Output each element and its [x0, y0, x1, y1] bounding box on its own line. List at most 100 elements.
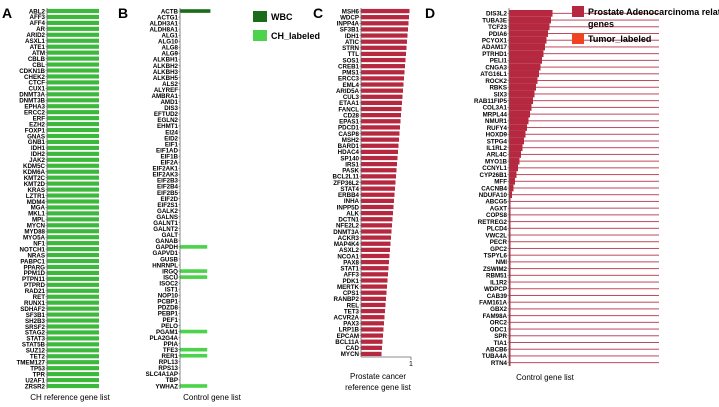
bar-jak2	[47, 157, 99, 162]
panel-d-tick-label: ZSWIM2	[483, 266, 508, 273]
bar-pabpc1	[47, 258, 99, 264]
panel-c-tick-label: STAT4	[340, 186, 359, 193]
panel-b-tick-label: GAPVD1	[153, 250, 179, 257]
bar-ndufa10	[509, 194, 659, 196]
bar-ate1	[47, 44, 99, 49]
bar-iscu	[180, 275, 208, 279]
panel-d-tick-label: VWC2L	[485, 232, 507, 239]
panel-b-tick-label: PDZD8	[158, 305, 179, 312]
bar-ptprd	[47, 282, 99, 287]
panel-a-tick-label: PPARG	[23, 264, 45, 271]
panel-a-tick-label: IDH1	[31, 145, 46, 152]
panel-d-legend: Prostate Adenocarcinoma related genes Tu…	[572, 6, 719, 44]
panel-d-tick-label: AGXT	[490, 205, 507, 212]
panel-a-tick-label: TPR	[33, 371, 46, 378]
panel-b-tick-label: EIF2AK3	[153, 172, 179, 179]
panel-a-letter: A	[2, 5, 12, 21]
panel-a-tick-label: ERF	[33, 115, 46, 122]
panel-d-tick-label: ABCB6	[486, 347, 508, 354]
panel-b-tick-label: GALNT2	[153, 226, 178, 233]
bar-ttl	[361, 51, 406, 57]
panel-b-tick-label: DIS3	[164, 105, 178, 112]
panel-d-tick-label: RAB11FIP5	[474, 98, 508, 105]
panel-c-tick-label: ARID5A	[336, 88, 360, 95]
panel-b-tick-label: NOP10	[158, 293, 179, 300]
panel-a-tick-label: AFF3	[30, 14, 46, 21]
panel-b-tick-label: ALG10	[158, 39, 179, 46]
bar-fill-fam98a	[509, 312, 511, 319]
panel-a-tick-label: RAD21	[25, 288, 46, 295]
bar-pparg	[47, 264, 99, 270]
bar-pax8	[361, 259, 389, 265]
legend-label-tumor-labeled: Tumor_labeled	[588, 34, 651, 44]
bar-ptpn11	[47, 276, 99, 281]
bar-irgq	[180, 269, 208, 273]
panel-a-tick-label: ATM	[32, 50, 45, 57]
bar-fill-stpg4	[509, 137, 524, 145]
bar-fill-nmur1	[509, 117, 529, 125]
bar-mpl	[47, 217, 99, 222]
panel-b-letter: B	[118, 5, 128, 21]
panel-b-tick-label: AMD1	[160, 99, 178, 106]
panel-b-tick-label: ISCU	[163, 274, 178, 281]
panel-a-tick-label: NRAS	[27, 252, 45, 259]
bar-fill-peli1	[509, 57, 542, 64]
bar-stat4	[361, 186, 395, 191]
bar-tspyl6	[509, 254, 659, 256]
panel-c-tick-label: RANBP2	[334, 296, 360, 303]
panel-b-tick-label: PCBP1	[157, 299, 178, 306]
panel-b-tick-label: GALNT1	[153, 220, 178, 227]
panel-c-bars	[361, 8, 410, 357]
panel-d-tick-label: CACNB4	[481, 185, 507, 192]
bar-ranbp2	[361, 296, 386, 301]
panel-c-tick-labels: MSH6WDCPINPP4ASF3B1IDH1ATICSTRNTTLSOS1CR…	[333, 8, 361, 358]
bar-fill-atg16l1	[509, 70, 539, 78]
panel-d-tick-label: COPS8	[486, 212, 508, 219]
bar-cps1	[361, 290, 387, 295]
bar-atic	[361, 39, 407, 44]
bar-rufy4	[509, 127, 659, 129]
bar-idh1	[47, 145, 99, 150]
bar-sh2b3	[47, 318, 99, 323]
panel-a-tick-label: GNAS	[27, 133, 45, 140]
panel-b-tick-label: EIF2B4	[157, 184, 179, 191]
bar-mycn	[47, 223, 99, 228]
panel-d-letter: D	[425, 5, 435, 21]
panel-d-tick-label: PECR	[490, 239, 508, 246]
bar-rock2	[509, 80, 659, 82]
panel-a-tick-label: ARID2	[26, 32, 45, 39]
panel-d-tick-label: TSPYL6	[484, 252, 508, 259]
panel-c-tick-label: CASP8	[338, 131, 359, 138]
panel-a-tick-label: PTPRD	[24, 282, 46, 289]
bar-fill-fam161a	[509, 298, 511, 306]
panel-b-tick-label: EI24	[165, 129, 178, 136]
panel-c-tick-label: FANCL	[338, 106, 359, 113]
bar-arl4c	[509, 153, 659, 155]
bar-tp53	[47, 366, 99, 371]
panel-c-tick-label: STAT1	[340, 266, 359, 273]
panel-c-tick-label: TTL	[348, 51, 360, 58]
panel-d-tick-label: TCF23	[488, 24, 507, 31]
bar-fill-ndufa10	[509, 191, 512, 199]
panel-b-tick-label: ALG1	[161, 33, 178, 40]
panel-a-tick-label: STAT5B	[22, 342, 46, 349]
bar-fill-zswim2	[509, 265, 511, 272]
bar-tcf23	[509, 26, 659, 28]
bar-eml4	[361, 82, 404, 87]
bar-fill-odc1	[509, 325, 511, 333]
panel-d-tick-label: RUFY4	[487, 125, 508, 132]
bar-fill-pcyox1	[509, 36, 547, 44]
bar-tfe3	[180, 347, 208, 352]
panel-a-tick-label: MDM4	[27, 199, 46, 206]
bar-sf3b1	[47, 312, 99, 317]
bar-aff4	[47, 20, 99, 25]
panel-b-tick-label: IST1	[165, 287, 179, 294]
panel-a-tick-label: KMT2D	[24, 181, 46, 188]
panel-a-tick-label: SDHAF2	[20, 306, 45, 313]
panel-a-tick-label: MKL1	[28, 211, 45, 218]
panel-c-tick-label: PAX8	[343, 259, 359, 266]
panel-b-tick-labels: ACTBACTG1ALDH3A1ALDH8A1ALG1ALG10ALG8ALG9…	[146, 8, 180, 390]
panel-c-tick-label: ACVR2A	[334, 315, 360, 322]
panel-a-tick-label: SRSF2	[25, 324, 46, 331]
panel-b-tick-label: EIF2S1	[157, 202, 178, 209]
